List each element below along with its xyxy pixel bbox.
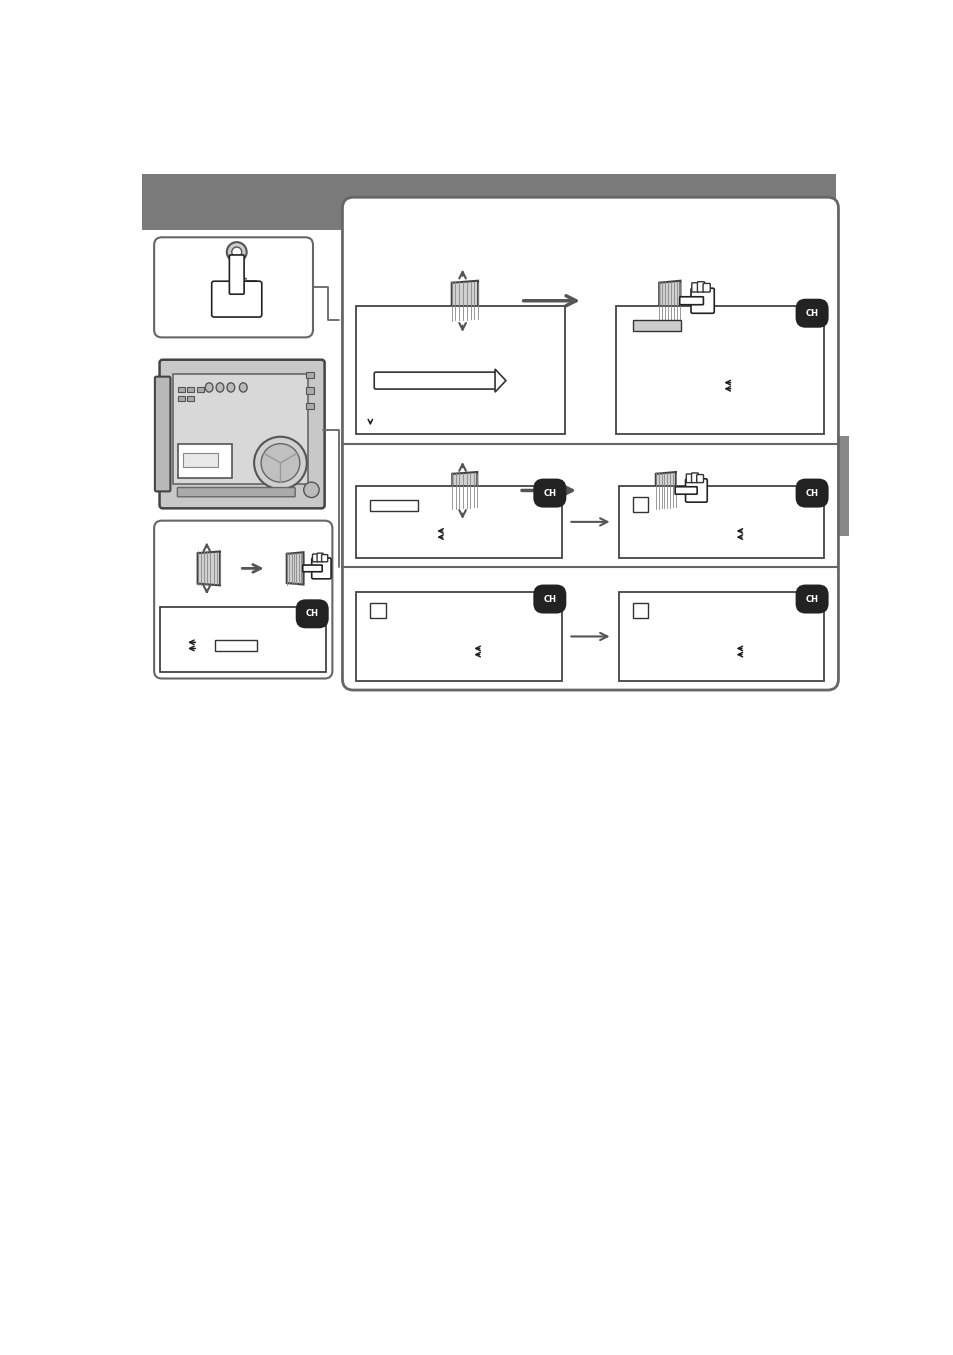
Circle shape: [227, 243, 247, 262]
FancyBboxPatch shape: [247, 280, 256, 301]
FancyBboxPatch shape: [302, 565, 322, 572]
Polygon shape: [659, 280, 679, 321]
Bar: [356, 306, 564, 435]
FancyBboxPatch shape: [154, 237, 313, 337]
Bar: [618, 486, 823, 558]
FancyBboxPatch shape: [685, 478, 706, 503]
FancyBboxPatch shape: [229, 255, 244, 294]
Bar: [214, 640, 257, 650]
Bar: [183, 453, 217, 466]
FancyBboxPatch shape: [697, 282, 704, 293]
Bar: [173, 374, 307, 484]
FancyBboxPatch shape: [690, 289, 714, 313]
FancyBboxPatch shape: [679, 297, 702, 305]
FancyBboxPatch shape: [691, 283, 699, 293]
Text: CH: CH: [543, 595, 556, 603]
Bar: [838, 436, 848, 537]
Circle shape: [232, 247, 241, 257]
Ellipse shape: [239, 383, 247, 392]
Ellipse shape: [227, 383, 234, 392]
Bar: [142, 175, 835, 229]
FancyBboxPatch shape: [154, 377, 171, 492]
Text: CH: CH: [804, 309, 818, 317]
FancyBboxPatch shape: [212, 282, 261, 317]
Bar: [633, 320, 680, 331]
Bar: [187, 396, 194, 401]
FancyBboxPatch shape: [313, 554, 318, 562]
Circle shape: [303, 482, 319, 497]
FancyBboxPatch shape: [316, 553, 323, 562]
Ellipse shape: [261, 443, 299, 482]
Bar: [632, 603, 647, 618]
Bar: [178, 386, 185, 392]
Polygon shape: [495, 369, 505, 392]
Ellipse shape: [216, 383, 224, 392]
Ellipse shape: [253, 436, 307, 489]
Bar: [196, 386, 204, 392]
Bar: [187, 386, 194, 392]
Bar: [306, 373, 314, 378]
FancyBboxPatch shape: [177, 488, 294, 497]
FancyBboxPatch shape: [702, 283, 710, 293]
FancyBboxPatch shape: [675, 486, 697, 495]
FancyBboxPatch shape: [216, 282, 227, 301]
Polygon shape: [452, 280, 477, 321]
FancyBboxPatch shape: [159, 359, 324, 508]
Bar: [160, 607, 326, 672]
Bar: [632, 497, 647, 512]
FancyBboxPatch shape: [342, 198, 838, 690]
Bar: [356, 486, 561, 558]
Bar: [178, 443, 233, 478]
FancyBboxPatch shape: [374, 373, 497, 389]
Bar: [370, 500, 418, 511]
FancyBboxPatch shape: [691, 473, 698, 482]
FancyBboxPatch shape: [685, 474, 692, 482]
Bar: [178, 396, 185, 401]
Bar: [306, 388, 314, 393]
Polygon shape: [197, 551, 220, 585]
Bar: [306, 402, 314, 409]
Text: CH: CH: [543, 489, 556, 497]
Polygon shape: [452, 472, 476, 509]
FancyBboxPatch shape: [312, 558, 331, 579]
Text: CH: CH: [804, 595, 818, 603]
Ellipse shape: [205, 383, 213, 392]
FancyBboxPatch shape: [321, 554, 328, 562]
Bar: [356, 592, 561, 680]
FancyBboxPatch shape: [235, 278, 246, 301]
Text: CH: CH: [305, 610, 318, 618]
Polygon shape: [287, 553, 303, 584]
FancyBboxPatch shape: [696, 474, 702, 482]
Polygon shape: [655, 472, 676, 509]
Bar: [618, 592, 823, 680]
Bar: [616, 306, 823, 435]
Bar: [370, 603, 385, 618]
FancyBboxPatch shape: [154, 520, 332, 679]
Text: CH: CH: [804, 489, 818, 497]
